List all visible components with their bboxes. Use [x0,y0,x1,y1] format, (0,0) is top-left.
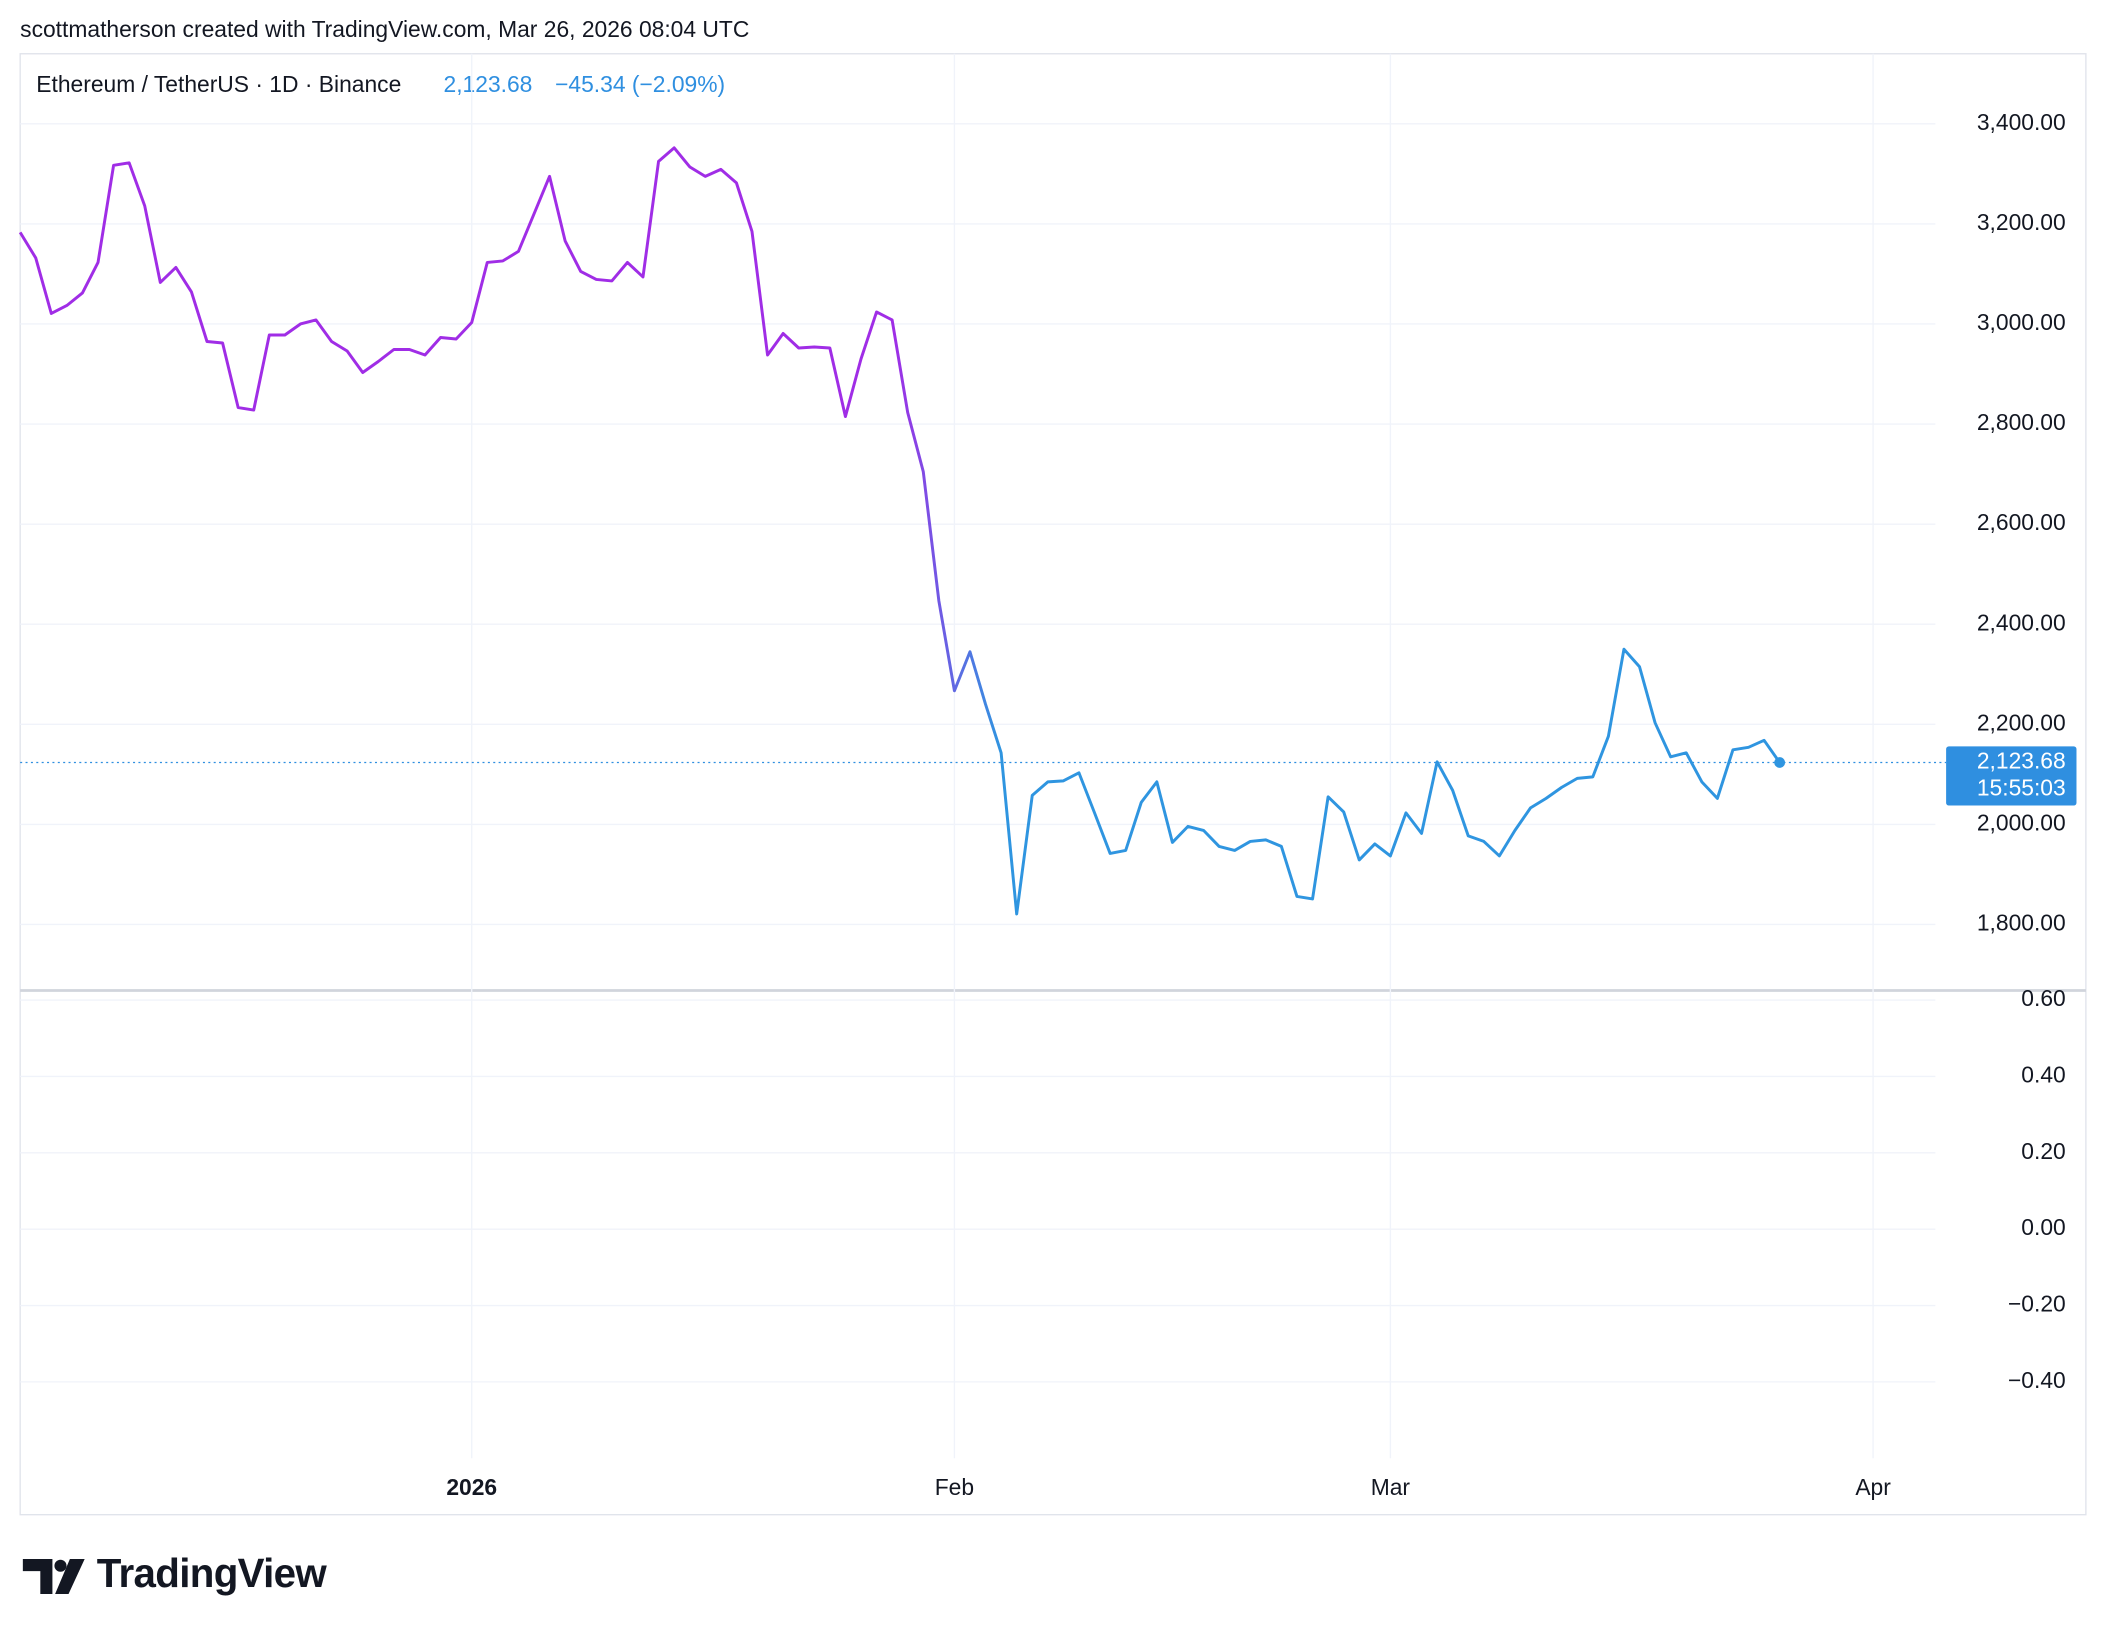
logo: TradingView [22,1550,328,1596]
price-change: −45.34 (−2.09%) [555,71,725,97]
y-tick-label: 0.40 [2021,1061,2065,1087]
logo-text: TradingView [97,1550,328,1596]
x-tick-label: Feb [935,1474,974,1500]
price-line [18,146,1781,916]
y-tick-label: 2,400.00 [1977,609,2066,635]
last-price: 2,123.68 [444,71,533,97]
x-tick-label: 2026 [446,1474,497,1500]
logo-icon [22,1559,85,1594]
y-tick-label: 1,800.00 [1977,910,2066,936]
y-tick-label: −0.20 [2008,1291,2066,1317]
y-tick-label: 2,600.00 [1977,509,2066,535]
y-tick-label: 0.00 [2021,1214,2065,1240]
price-label-box [1946,746,2077,806]
chart-frame [19,53,2087,1516]
y-tick-label: 3,400.00 [1977,109,2066,135]
y-tick-label: 2,200.00 [1977,709,2066,735]
y-tick-label: 0.20 [2021,1138,2065,1164]
price-label: 2,123.68 [1977,748,2066,774]
last-point [1774,757,1786,768]
y-tick-label: −0.40 [2008,1367,2066,1393]
y-tick-label: 3,200.00 [1977,209,2066,235]
countdown-label: 15:55:03 [1977,774,2066,800]
x-tick-label: Apr [1855,1474,1891,1500]
caption: scottmatherson created with TradingView.… [20,16,749,42]
y-tick-label: 2,800.00 [1977,409,2066,435]
y-tick-label: 3,000.00 [1977,309,2066,335]
y-tick-label: 2,000.00 [1977,809,2066,835]
grid [20,53,1936,1459]
x-tick-label: Mar [1371,1474,1411,1500]
symbol-title: Ethereum / TetherUS · 1D · Binance [36,71,401,97]
y-tick-label: 0.60 [2021,985,2065,1011]
logo-icon-dot [54,1559,67,1572]
